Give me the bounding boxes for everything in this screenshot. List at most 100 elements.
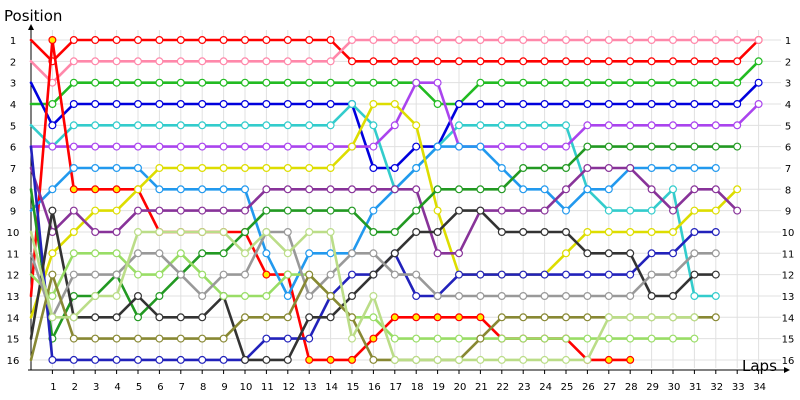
data-point: [198, 292, 207, 301]
data-point: [433, 185, 442, 194]
data-point: [690, 164, 699, 173]
y-tick-label-right: 16: [782, 356, 795, 367]
data-point: [668, 249, 677, 258]
data-point: [112, 270, 121, 279]
data-point: [583, 99, 592, 108]
x-tick-label: 32: [710, 382, 723, 393]
data-point: [711, 206, 720, 215]
data-point: [91, 355, 100, 364]
data-point: [690, 57, 699, 66]
data-point: [91, 99, 100, 108]
data-point: [134, 292, 143, 301]
y-tick-label-left: 15: [7, 335, 20, 346]
data-point: [668, 99, 677, 108]
data-point: [476, 185, 485, 194]
data-point: [241, 57, 250, 66]
data-point: [176, 35, 185, 44]
x-tick-label: 20: [454, 382, 467, 393]
data-point: [326, 185, 335, 194]
y-tick-label-right: 4: [785, 100, 791, 111]
data-point: [155, 185, 164, 194]
x-tick-label: 14: [325, 382, 338, 393]
data-point: [69, 249, 78, 258]
data-point: [283, 164, 292, 173]
data-point: [668, 78, 677, 87]
data-point: [497, 78, 506, 87]
data-point: [476, 313, 485, 322]
data-point: [497, 99, 506, 108]
data-point: [262, 206, 271, 215]
data-point: [476, 206, 485, 215]
y-tick-label-left: 2: [10, 57, 16, 68]
data-point: [690, 292, 699, 301]
data-point: [283, 185, 292, 194]
data-point: [48, 206, 57, 215]
data-point: [262, 57, 271, 66]
data-point: [369, 99, 378, 108]
data-point: [198, 270, 207, 279]
data-point: [326, 121, 335, 130]
data-point: [262, 142, 271, 151]
series-line: [29, 166, 739, 255]
data-point: [433, 78, 442, 87]
data-point: [626, 35, 635, 44]
x-tick-label: 26: [582, 382, 595, 393]
data-point: [198, 57, 207, 66]
data-point: [668, 164, 677, 173]
data-point: [219, 206, 228, 215]
data-point: [519, 334, 528, 343]
x-tick-label: 6: [157, 382, 163, 393]
data-point: [604, 142, 613, 151]
data-point: [326, 355, 335, 364]
data-point: [561, 249, 570, 258]
data-point: [519, 292, 528, 301]
data-point: [754, 99, 763, 108]
data-point: [583, 121, 592, 130]
data-point: [262, 292, 271, 301]
data-point: [519, 35, 528, 44]
data-point: [283, 99, 292, 108]
data-point: [497, 142, 506, 151]
data-point: [198, 35, 207, 44]
data-point: [155, 334, 164, 343]
data-point: [412, 57, 421, 66]
data-point: [219, 292, 228, 301]
data-point: [604, 164, 613, 173]
data-point: [519, 164, 528, 173]
data-point: [241, 35, 250, 44]
data-point: [433, 206, 442, 215]
data-point: [626, 334, 635, 343]
data-point: [241, 164, 250, 173]
data-point: [348, 206, 357, 215]
data-point: [198, 99, 207, 108]
data-point: [583, 228, 592, 237]
y-tick-label-right: 10: [782, 228, 795, 239]
data-point: [326, 99, 335, 108]
data-point: [283, 228, 292, 237]
data-point: [262, 334, 271, 343]
data-point: [134, 35, 143, 44]
data-point: [69, 78, 78, 87]
data-point: [711, 270, 720, 279]
data-point: [48, 121, 57, 130]
data-point: [497, 355, 506, 364]
data-point: [69, 206, 78, 215]
y-tick-label-left: 12: [7, 271, 20, 282]
data-point: [733, 35, 742, 44]
data-point: [326, 270, 335, 279]
data-point: [219, 121, 228, 130]
data-point: [690, 206, 699, 215]
data-point: [604, 99, 613, 108]
data-point: [647, 334, 656, 343]
y-tick-label-left: 14: [7, 313, 20, 324]
x-tick-label: 16: [368, 382, 381, 393]
series-line: [29, 102, 739, 319]
data-point: [540, 164, 549, 173]
data-point: [176, 334, 185, 343]
data-point: [241, 313, 250, 322]
data-point: [134, 185, 143, 194]
data-point: [305, 164, 314, 173]
data-point: [476, 99, 485, 108]
data-point: [241, 292, 250, 301]
